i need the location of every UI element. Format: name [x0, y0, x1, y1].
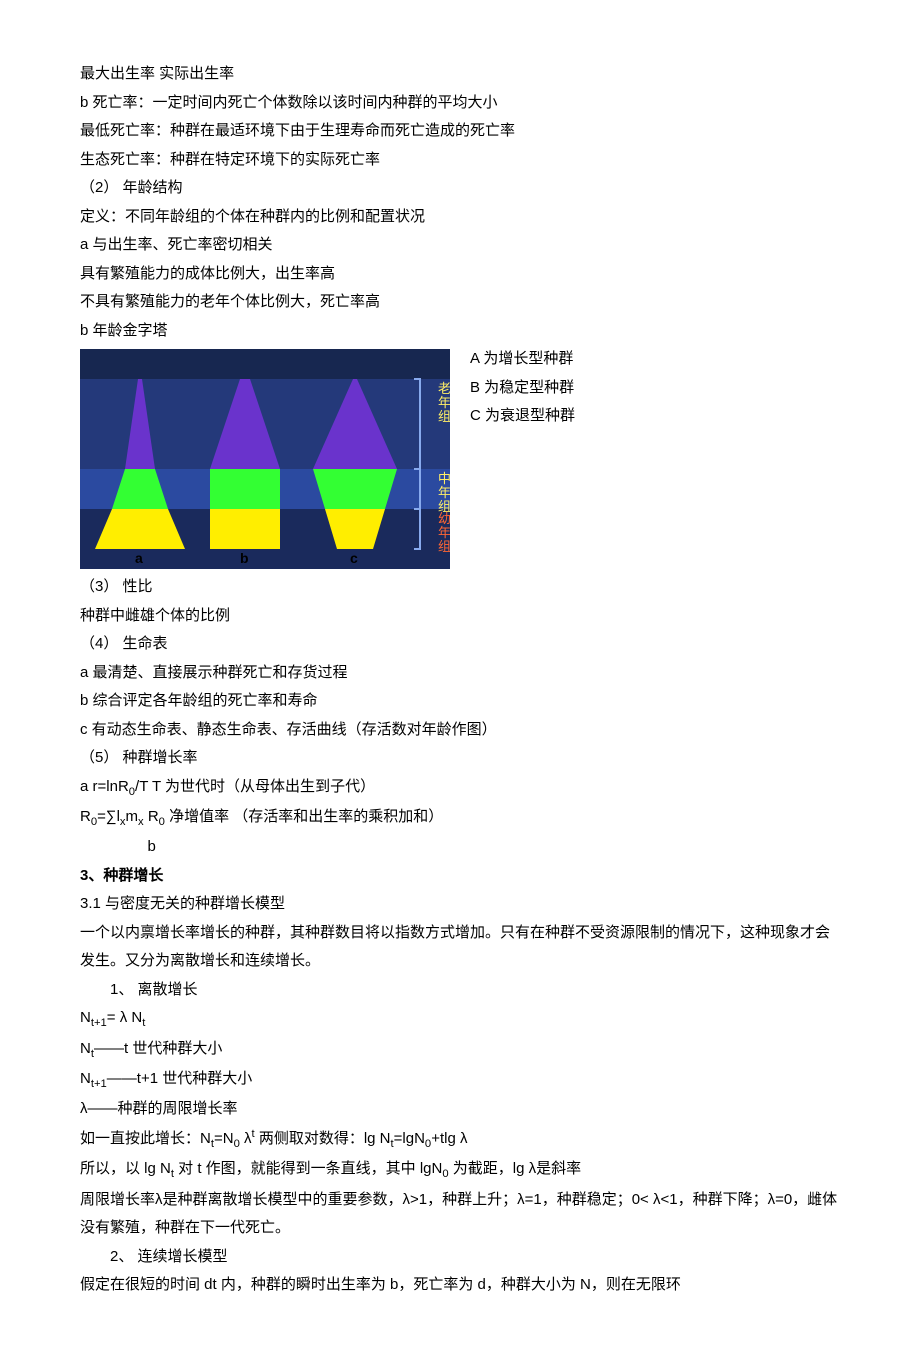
text: a r=lnR — [80, 778, 129, 795]
svg-text:老年组: 老年组 — [438, 381, 450, 424]
text: N — [80, 1070, 91, 1087]
pyramid-legend: A 为增长型种群 B 为稳定型种群 C 为衰退型种群 — [470, 345, 575, 431]
text: 对 t 作图，就能得到一条直线，其中 lgN — [174, 1160, 442, 1177]
formula-line: 如一直按此增长：Nt=N0 λt 两侧取对数得：lg Nt=lgN0+tlg λ — [80, 1124, 840, 1155]
text: R — [80, 808, 91, 825]
text-line: （5） 种群增长率 — [80, 744, 840, 773]
text: N — [80, 1040, 91, 1057]
text: ——t+1 世代种群大小 — [107, 1070, 252, 1087]
text-line: 定义：不同年龄组的个体在种群内的比例和配置状况 — [80, 203, 840, 232]
svg-text:幼年组: 幼年组 — [438, 511, 450, 554]
text-line: a 最清楚、直接展示种群死亡和存货过程 — [80, 659, 840, 688]
text: =lgN — [394, 1130, 425, 1147]
text: /T T 为世代时（从母体出生到子代） — [135, 778, 375, 795]
text-line: c 有动态生命表、静态生命表、存活曲线（存活数对年龄作图） — [80, 716, 840, 745]
text: 净增值率 （存活率和出生率的乘积加和） — [165, 808, 443, 825]
text: 如一直按此增长：N — [80, 1130, 211, 1147]
text-line: 2、 连续增长模型 — [80, 1243, 840, 1272]
text-line: （2） 年龄结构 — [80, 174, 840, 203]
text-line: 具有繁殖能力的成体比例大，出生率高 — [80, 260, 840, 289]
text: R — [144, 808, 159, 825]
text-line: b 死亡率：一定时间内死亡个体数除以该时间内种群的平均大小 — [80, 89, 840, 118]
text-line: 种群中雌雄个体的比例 — [80, 602, 840, 631]
text: =N — [214, 1130, 234, 1147]
text: +tlg λ — [431, 1130, 467, 1147]
text-line: （4） 生命表 — [80, 630, 840, 659]
text: 两侧取对数得：lg N — [255, 1130, 391, 1147]
svg-text:中年组: 中年组 — [438, 471, 450, 514]
svg-text:a: a — [135, 550, 143, 566]
text-line: 最低死亡率：种群在最适环境下由于生理寿命而死亡造成的死亡率 — [80, 117, 840, 146]
text-line: 3.1 与密度无关的种群增长模型 — [80, 890, 840, 919]
age-pyramid-row: 老年组中年组幼年组 a b c A 为增长型种群 B 为稳定型种群 C 为衰退型种群 — [80, 345, 840, 573]
text-line: （3） 性比 — [80, 573, 840, 602]
svg-text:b: b — [240, 550, 249, 566]
legend-a: A 为增长型种群 — [470, 345, 575, 374]
text-line: λ——种群的周限增长率 — [80, 1095, 840, 1124]
text-line: 最大出生率 实际出生率 — [80, 60, 840, 89]
text: ——t 世代种群大小 — [94, 1040, 222, 1057]
text: λ — [240, 1130, 252, 1147]
text: m — [126, 808, 139, 825]
text-line: 不具有繁殖能力的老年个体比例大，死亡率高 — [80, 288, 840, 317]
text-paragraph: 周限增长率λ是种群离散增长模型中的重要参数，λ>1，种群上升；λ=1，种群稳定；… — [80, 1186, 840, 1243]
legend-c: C 为衰退型种群 — [470, 402, 575, 431]
text-line: 1、 离散增长 — [80, 976, 840, 1005]
text: = λ N — [107, 1009, 142, 1026]
text-line: 生态死亡率：种群在特定环境下的实际死亡率 — [80, 146, 840, 175]
legend-b: B 为稳定型种群 — [470, 374, 575, 403]
section-heading: 3、种群增长 — [80, 862, 840, 891]
text-paragraph: 一个以内禀增长率增长的种群，其种群数目将以指数方式增加。只有在种群不受资源限制的… — [80, 919, 840, 976]
formula-line: Nt+1= λ Nt — [80, 1004, 840, 1034]
formula-line: 所以，以 lg Nt 对 t 作图，就能得到一条直线，其中 lgN0 为截距，l… — [80, 1155, 840, 1185]
age-pyramid-figure: 老年组中年组幼年组 a b c — [80, 349, 450, 569]
text: =∑l — [97, 808, 120, 825]
svg-text:c: c — [350, 550, 358, 566]
text: N — [80, 1009, 91, 1026]
text: 所以，以 lg N — [80, 1160, 171, 1177]
formula-line: R0=∑lxmx R0 净增值率 （存活率和出生率的乘积加和） — [80, 803, 840, 833]
text-line: a 与出生率、死亡率密切相关 — [80, 231, 840, 260]
text-line: 假定在很短的时间 dt 内，种群的瞬时出生率为 b，死亡率为 d，种群大小为 N… — [80, 1271, 840, 1300]
text-line: b — [80, 833, 840, 862]
text-line: b 年龄金字塔 — [80, 317, 840, 346]
text-line: b 综合评定各年龄组的死亡率和寿命 — [80, 687, 840, 716]
formula-line: Nt——t 世代种群大小 — [80, 1035, 840, 1065]
formula-line: Nt+1——t+1 世代种群大小 — [80, 1065, 840, 1095]
sub: t+1 — [91, 1017, 107, 1029]
sub: t+1 — [91, 1078, 107, 1090]
formula-line: a r=lnR0/T T 为世代时（从母体出生到子代） — [80, 773, 840, 803]
sub: t — [142, 1017, 145, 1029]
text: 为截距，lg λ是斜率 — [449, 1160, 582, 1177]
age-pyramid-svg: 老年组中年组幼年组 a b c — [80, 349, 450, 569]
